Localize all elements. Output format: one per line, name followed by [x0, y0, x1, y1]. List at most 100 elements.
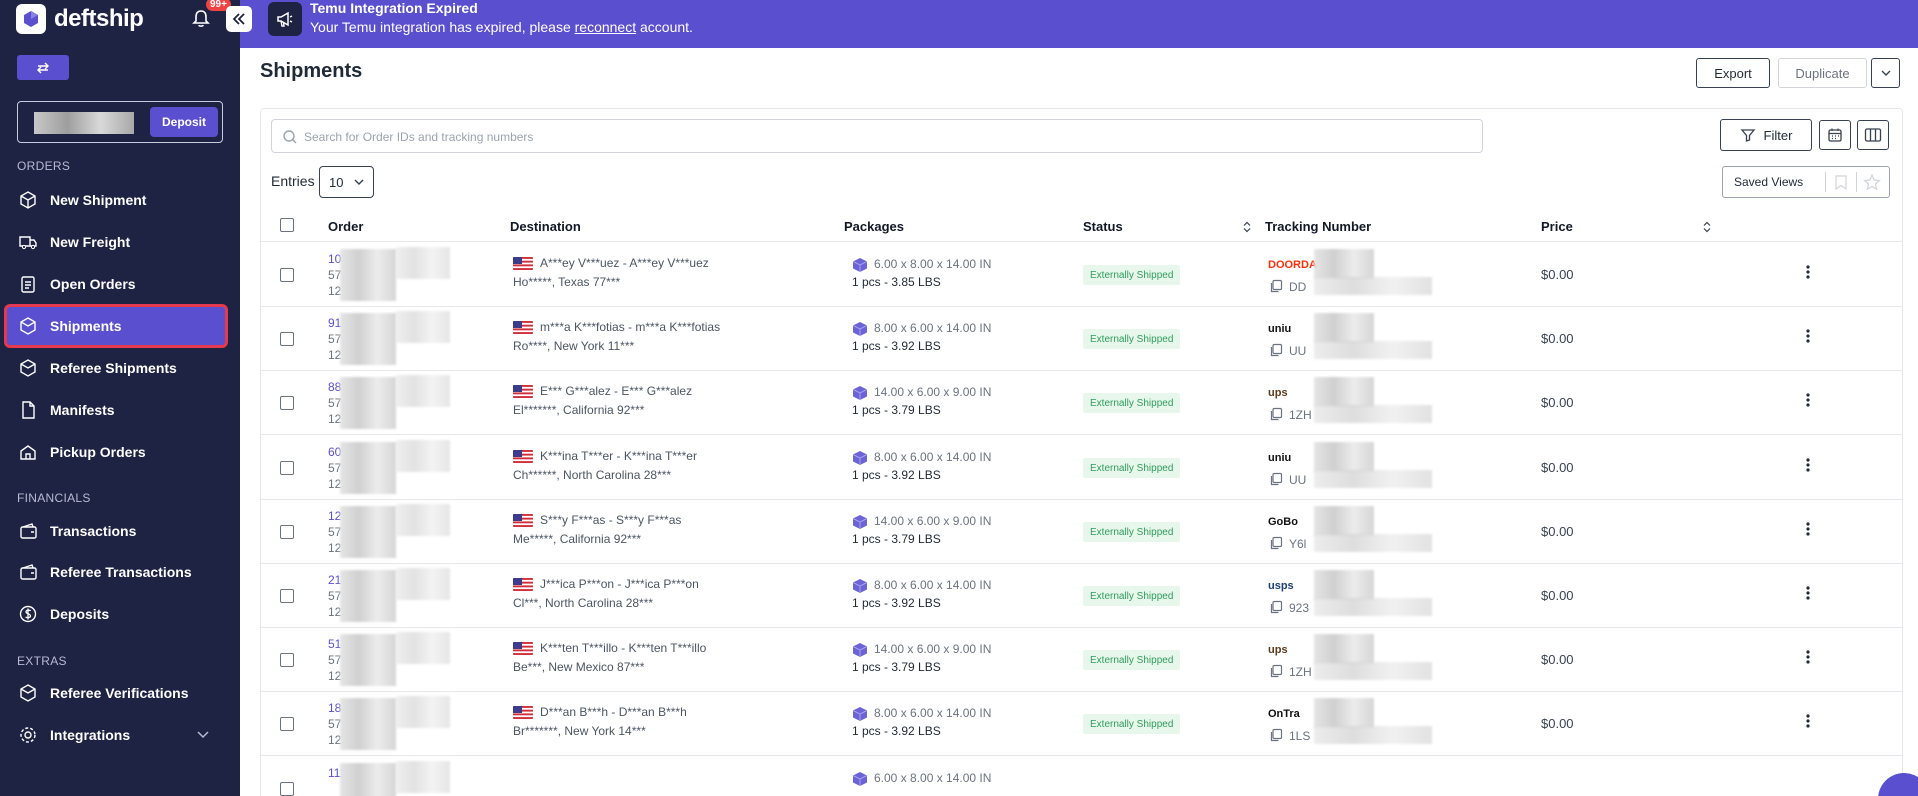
tracking-number[interactable]: 1ZH — [1289, 665, 1312, 679]
copy-icon[interactable] — [1269, 407, 1283, 421]
sidebar-item-deposits[interactable]: Deposits — [4, 594, 228, 634]
megaphone-icon — [268, 2, 302, 36]
columns-button[interactable] — [1857, 120, 1889, 150]
col-packages[interactable]: Packages — [844, 219, 904, 234]
copy-icon[interactable] — [1269, 536, 1283, 550]
recipient-address: Ho*****, Texas 77*** — [513, 275, 621, 289]
select-all-checkbox[interactable] — [280, 218, 294, 232]
order-id-link[interactable]: 91 — [328, 316, 342, 330]
order-id-link[interactable]: 10 — [328, 252, 342, 266]
row-actions-kebab-icon[interactable] — [1805, 584, 1811, 602]
order-id-link[interactable]: 21 — [328, 573, 342, 587]
bookmark-icon[interactable] — [1826, 173, 1856, 191]
entries-select[interactable]: 10 — [319, 166, 374, 198]
duplicate-button[interactable]: Duplicate — [1778, 58, 1867, 88]
order-line: 12 — [328, 605, 342, 619]
row-checkbox[interactable] — [280, 268, 294, 282]
copy-icon[interactable] — [1269, 343, 1283, 357]
reconnect-link[interactable]: reconnect — [574, 19, 637, 35]
sidebar-item-referee-transactions[interactable]: Referee Transactions — [4, 552, 228, 592]
col-order[interactable]: Order — [328, 219, 364, 234]
copy-icon[interactable] — [1269, 472, 1283, 486]
star-icon[interactable] — [1857, 173, 1887, 191]
copy-icon[interactable] — [1269, 728, 1283, 742]
copy-icon[interactable] — [1269, 279, 1283, 293]
row-actions-kebab-icon[interactable] — [1805, 648, 1811, 666]
tracking-number[interactable]: DD — [1289, 280, 1307, 294]
sidebar-item-new-freight[interactable]: New Freight — [4, 222, 228, 262]
sort-icon[interactable] — [1702, 221, 1712, 233]
search-input[interactable] — [304, 126, 1464, 148]
sidebar-item-open-orders[interactable]: Open Orders — [4, 264, 228, 304]
tracking-number[interactable]: Y6l — [1289, 537, 1307, 551]
row-checkbox[interactable] — [280, 653, 294, 667]
sidebar-item-label: Deposits — [50, 606, 110, 622]
row-actions-kebab-icon[interactable] — [1805, 327, 1811, 345]
col-destination[interactable]: Destination — [510, 219, 581, 234]
sort-icon[interactable] — [1242, 221, 1252, 233]
table-row[interactable]: 88 57 12 E*** G***alez - E*** G***alez El***… — [260, 371, 1903, 435]
sidebar-item-referee-shipments[interactable]: Referee Shipments — [4, 348, 228, 388]
saved-views-control[interactable]: Saved Views — [1722, 166, 1890, 198]
package-weight: 1 pcs - 3.92 LBS — [852, 468, 941, 482]
order-line: 57 — [328, 396, 342, 410]
order-id-link[interactable]: 60 — [328, 445, 342, 459]
row-checkbox[interactable] — [280, 589, 294, 603]
collapse-sidebar-button[interactable] — [226, 6, 252, 32]
table-row[interactable]: 91 57 12 m***a K***fotias - m***a K***fotia… — [260, 307, 1903, 371]
copy-icon[interactable] — [1269, 664, 1283, 678]
sidebar-item-shipments[interactable]: Shipments — [4, 304, 228, 348]
tracking-number[interactable]: UU — [1289, 344, 1307, 358]
copy-icon[interactable] — [1269, 600, 1283, 614]
tracking-number[interactable]: 1ZH — [1289, 408, 1312, 422]
sidebar-item-new-shipment[interactable]: New Shipment — [4, 180, 228, 220]
order-id-link[interactable]: 18 — [328, 701, 342, 715]
chat-widget-button[interactable] — [1878, 773, 1918, 796]
row-actions-kebab-icon[interactable] — [1805, 391, 1811, 409]
tracking-number[interactable]: 1LS — [1289, 729, 1311, 743]
col-status[interactable]: Status — [1083, 219, 1123, 234]
section-financials: FINANCIALS — [17, 491, 91, 505]
package-dimensions: 8.00 x 6.00 x 14.00 IN — [874, 450, 992, 464]
table-row[interactable]: 111 6.00 x 8.00 x 14.00 IN — [260, 757, 1903, 796]
table-row[interactable]: 10 57 12 A***ey V***uez - A***ey V***uez Ho*… — [260, 243, 1903, 307]
more-actions-dropdown[interactable] — [1871, 58, 1900, 88]
row-checkbox[interactable] — [280, 717, 294, 731]
row-checkbox[interactable] — [280, 461, 294, 475]
row-checkbox[interactable] — [280, 782, 294, 796]
table-row[interactable]: 21 57 12 J***ica P***on - J***ica P***on Cl*… — [260, 564, 1903, 628]
order-id-link[interactable]: 88 — [328, 380, 342, 394]
order-id-link[interactable]: 51 — [328, 637, 342, 651]
bell-icon[interactable] — [190, 8, 212, 30]
row-checkbox[interactable] — [280, 525, 294, 539]
export-button[interactable]: Export — [1696, 58, 1770, 88]
tracking-number[interactable]: 923 — [1289, 601, 1310, 615]
row-checkbox[interactable] — [280, 396, 294, 410]
sidebar-item-manifests[interactable]: Manifests — [4, 390, 228, 430]
sidebar-item-transactions[interactable]: Transactions — [4, 511, 228, 551]
row-actions-kebab-icon[interactable] — [1805, 712, 1811, 730]
logo[interactable]: deftship — [16, 4, 144, 34]
calendar-button[interactable] — [1819, 120, 1851, 150]
deposit-button[interactable]: Deposit — [150, 107, 218, 137]
row-actions-kebab-icon[interactable] — [1805, 263, 1811, 281]
sidebar-item-referee-verifications[interactable]: Referee Verifications — [4, 673, 228, 713]
sidebar-item-integrations[interactable]: Integrations — [4, 715, 228, 755]
row-actions-kebab-icon[interactable] — [1805, 520, 1811, 538]
sidebar-item-pickup-orders[interactable]: Pickup Orders — [4, 432, 228, 472]
row-checkbox[interactable] — [280, 332, 294, 346]
table-row[interactable]: 18 57 12 D***an B***h - D***an B***h Br*****… — [260, 692, 1903, 756]
switch-account-button[interactable] — [17, 55, 69, 80]
tracking-number[interactable]: UU — [1289, 473, 1307, 487]
table-row[interactable]: 12 57 12 S***y F***as - S***y F***as Me*****… — [260, 500, 1903, 564]
price-value: $0.00 — [1541, 267, 1574, 282]
search-box[interactable] — [271, 119, 1483, 153]
table-row[interactable]: 60 57 12 K***ina T***er - K***ina T***er Ch*… — [260, 436, 1903, 500]
table-row[interactable]: 51 57 12 K***ten T***illo - K***ten T***ill… — [260, 628, 1903, 692]
row-actions-kebab-icon[interactable] — [1805, 456, 1811, 474]
col-tracking-number[interactable]: Tracking Number — [1265, 219, 1372, 234]
order-id-link[interactable]: 12 — [328, 509, 342, 523]
filter-button[interactable]: Filter — [1720, 119, 1812, 151]
chevron-down-icon[interactable] — [196, 727, 210, 741]
col-price[interactable]: Price — [1541, 219, 1573, 234]
